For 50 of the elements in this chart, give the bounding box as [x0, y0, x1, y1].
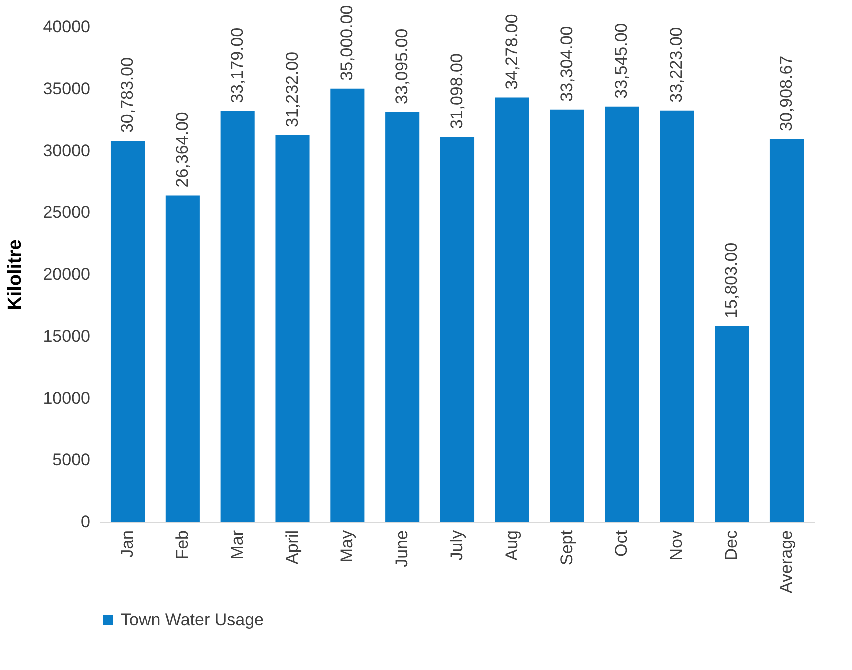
data-label: 30,908.67: [776, 56, 796, 132]
y-tick-label: 25000: [43, 203, 90, 222]
data-label: 33,179.00: [228, 28, 247, 104]
x-tick-label: Nov: [667, 530, 686, 561]
bar: [276, 136, 310, 522]
legend-label: Town Water Usage: [121, 610, 264, 630]
x-tick-label: April: [282, 530, 302, 565]
bar: [220, 111, 255, 522]
data-label: 26,364.00: [172, 112, 192, 188]
y-tick-label: 0: [81, 512, 90, 532]
bar: [166, 196, 200, 522]
y-tick-label: 15000: [43, 326, 90, 346]
bar: [386, 112, 420, 522]
bar: [110, 141, 146, 522]
x-tick-label: Average: [776, 530, 796, 594]
data-label: 34,278.00: [502, 14, 522, 90]
data-label: 30,783.00: [118, 57, 138, 134]
bar: [440, 137, 475, 522]
x-tick-label: Oct: [612, 530, 632, 557]
x-tick-label: Dec: [722, 530, 742, 561]
data-label: 33,095.00: [392, 28, 412, 104]
y-tick-label: 20000: [43, 265, 90, 284]
y-tick-label: 35000: [43, 79, 90, 98]
data-label: 35,000.00: [338, 5, 357, 81]
data-label: 33,304.00: [557, 26, 576, 102]
data-label: 31,232.00: [282, 52, 302, 128]
x-tick-label: Jan: [118, 530, 138, 558]
data-label: 33,545.00: [612, 23, 632, 99]
x-tick-label: July: [448, 530, 466, 561]
data-label: 15,803.00: [722, 242, 742, 318]
y-axis-title: Kilolitre: [5, 240, 26, 310]
y-tick-label: 40000: [43, 18, 90, 36]
x-tick-label: June: [392, 530, 412, 568]
x-tick-label: Feb: [172, 530, 192, 560]
bar: [715, 326, 750, 522]
bar: [660, 110, 694, 522]
bar: [770, 140, 804, 522]
y-tick-label: 30000: [43, 141, 90, 160]
bar: [330, 88, 365, 522]
bar: [605, 106, 640, 522]
bar: [550, 110, 584, 522]
bar: [495, 98, 530, 522]
y-tick-label: 10000: [43, 388, 90, 408]
x-tick-label: Mar: [228, 530, 247, 560]
x-tick-label: Aug: [502, 530, 522, 561]
data-label: 31,098.00: [448, 54, 466, 130]
x-tick-label: May: [338, 530, 357, 563]
y-tick-label: 5000: [52, 450, 90, 470]
x-tick-label: Sept: [557, 530, 576, 566]
data-label: 33,223.00: [667, 27, 686, 103]
